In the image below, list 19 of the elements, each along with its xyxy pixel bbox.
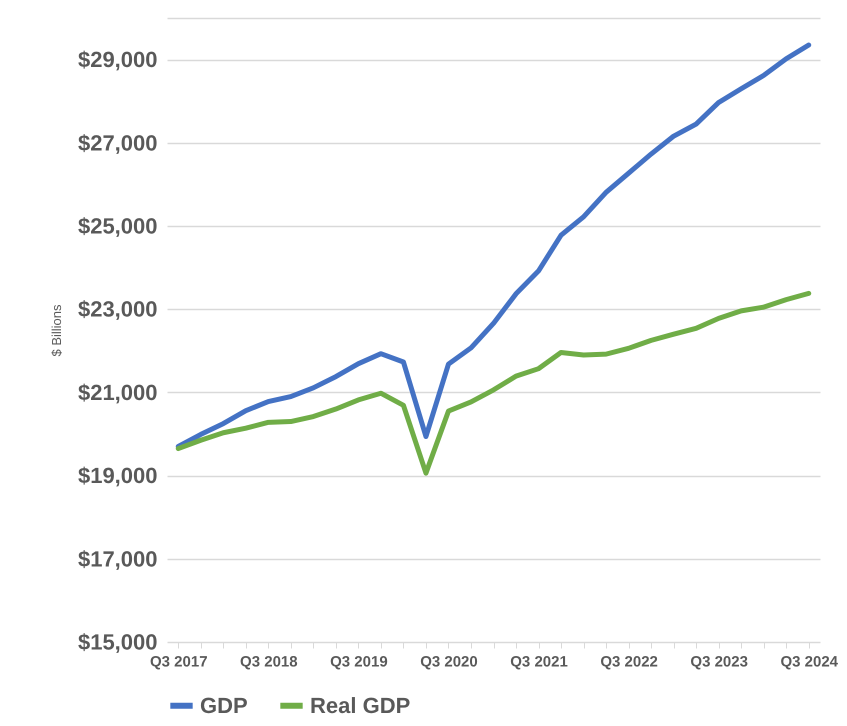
y-tick-label: $23,000 (78, 296, 158, 322)
y-axis-title: $ Billions (48, 304, 64, 357)
x-tick-label: Q3 2019 (330, 654, 388, 670)
x-tick-label: Q3 2017 (150, 654, 208, 670)
legend-label: Real GDP (310, 692, 410, 718)
x-tick-label: Q3 2018 (240, 654, 298, 670)
y-tick-label: $29,000 (78, 47, 158, 72)
x-tick-label: Q3 2022 (600, 654, 658, 670)
y-tick-label: $27,000 (78, 130, 158, 156)
y-tick-label: $21,000 (78, 380, 158, 405)
y-tick-label: $19,000 (78, 463, 158, 488)
y-tick-label: $17,000 (78, 546, 158, 572)
x-tick-label: Q3 2023 (690, 654, 748, 670)
x-tick-label: Q3 2020 (420, 654, 478, 670)
y-tick-label: $15,000 (78, 630, 158, 654)
x-tick-label: Q3 2021 (510, 654, 568, 670)
x-tick-label: Q3 2024 (780, 654, 839, 670)
legend-label: GDP (200, 692, 248, 718)
y-tick-label: $25,000 (78, 214, 158, 238)
